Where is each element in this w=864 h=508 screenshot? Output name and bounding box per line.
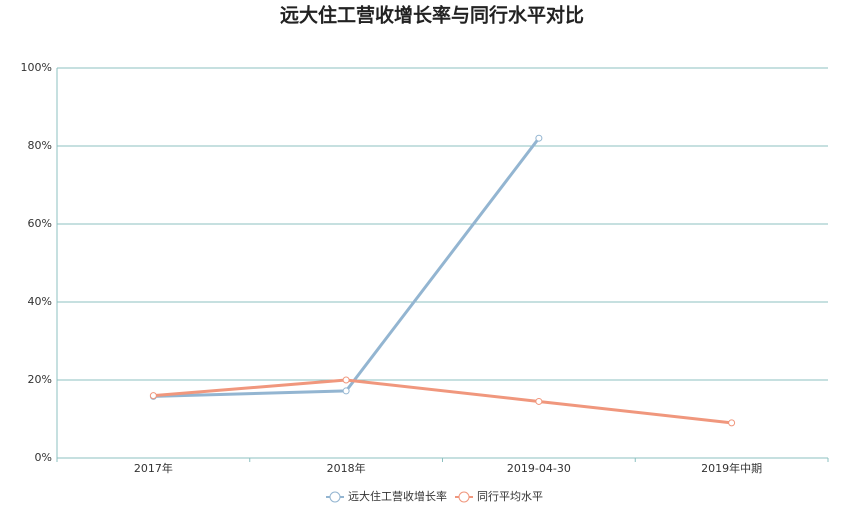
data-point (535, 397, 543, 405)
legend-marker (329, 491, 341, 503)
data-point (342, 376, 350, 384)
data-point (728, 419, 736, 427)
data-point (149, 392, 157, 400)
y-tick-label: 20% (28, 373, 52, 386)
y-tick-label: 100% (21, 61, 52, 74)
series-line (153, 137, 541, 398)
x-tick-label: 2019-04-30 (507, 462, 571, 475)
y-tick-label: 0% (35, 451, 52, 464)
series-line (153, 378, 732, 425)
y-tick-label: 60% (28, 217, 52, 230)
legend-marker (458, 491, 470, 503)
x-tick-label: 2019年中期 (701, 461, 762, 475)
y-tick-label: 40% (28, 295, 52, 308)
y-tick-label: 80% (28, 139, 52, 152)
x-tick-label: 2017年 (134, 461, 173, 475)
legend-label: 同行平均水平 (477, 490, 543, 503)
legend-label: 远大住工营收增长率 (348, 489, 447, 503)
x-tick-label: 2018年 (327, 461, 366, 475)
data-point (535, 134, 543, 142)
chart-title: 远大住工营收增长率与同行水平对比 (280, 4, 584, 27)
data-point (342, 387, 350, 395)
